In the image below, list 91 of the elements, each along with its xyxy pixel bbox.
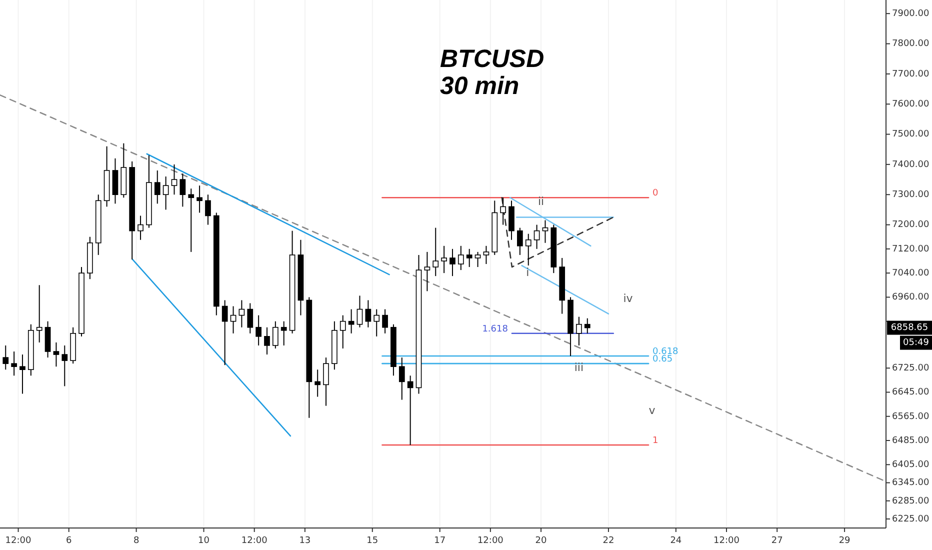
- candlestick: [483, 245, 490, 264]
- candlestick: [154, 170, 160, 204]
- text: 6858.65: [890, 323, 928, 334]
- x-tick-label: 12:00: [714, 536, 740, 546]
- candlestick: [180, 172, 186, 208]
- candlestick: [222, 300, 228, 366]
- text: 05:49: [903, 338, 930, 348]
- y-tick-label: 7800.00: [892, 39, 930, 50]
- candlestick: [424, 251, 430, 292]
- y-tick-label: 7200.00: [892, 220, 930, 230]
- candlestick: [534, 224, 540, 250]
- candlestick: [188, 188, 194, 252]
- candlestick: [247, 302, 254, 334]
- x-tick-label: 13: [299, 536, 311, 546]
- annotation: ii: [538, 195, 544, 208]
- candlestick: [138, 215, 144, 240]
- text: BTCUSD: [440, 45, 544, 73]
- y-tick-label: 7300.00: [892, 190, 930, 200]
- x-tick-label: 12:00: [5, 536, 32, 546]
- y-tick-label: 6960.00: [892, 292, 930, 303]
- candlestick: [171, 164, 178, 196]
- candlestick: [374, 308, 380, 337]
- candlestick: [432, 227, 439, 277]
- x-tick-label: 8: [133, 536, 140, 546]
- candlestick: [36, 284, 42, 343]
- y-tick-label: 6565.00: [892, 412, 930, 422]
- x-tick-label: 17: [434, 536, 446, 546]
- y-tick-label: 7040.00: [892, 268, 930, 279]
- y-tick-label: 7700.00: [892, 69, 930, 80]
- candlestick: [407, 375, 414, 446]
- candlestick: [441, 245, 447, 274]
- y-tick-label: 7900.00: [892, 9, 930, 20]
- candlestick: [474, 251, 481, 268]
- candlestick: [584, 318, 590, 334]
- y-tick-label: 6285.00: [892, 496, 930, 506]
- candlestick: [576, 316, 582, 346]
- candlestick: [256, 314, 262, 346]
- y-tick-label: 6225.00: [892, 514, 930, 524]
- x-tick-label: 12:00: [241, 536, 268, 546]
- x-tick-label: 20: [535, 536, 548, 546]
- x-tick-label: 6: [66, 536, 72, 546]
- candlestick: [365, 300, 372, 328]
- candlestick: [62, 344, 68, 387]
- annotation: iii: [574, 361, 584, 374]
- y-tick-label: 6345.00: [892, 478, 930, 488]
- x-tick-label: 12:00: [477, 536, 504, 546]
- candlestick: [238, 300, 245, 328]
- candlestick: [450, 248, 456, 277]
- text: 30 min: [440, 72, 520, 100]
- y-tick-label: 7400.00: [892, 160, 930, 170]
- series-label: 0: [652, 188, 659, 199]
- y-tick-label: 7600.00: [892, 100, 930, 110]
- annotation: iv: [623, 292, 634, 306]
- candlestick: [196, 185, 202, 214]
- candlestick: [272, 320, 278, 349]
- candlestick: [264, 326, 270, 356]
- x-tick-label: 15: [366, 536, 378, 546]
- candlestick: [314, 369, 321, 398]
- candlestick: [398, 357, 405, 400]
- candlestick: [162, 176, 169, 210]
- x-tick-label: 24: [670, 536, 682, 546]
- x-tick-label: 22: [602, 536, 614, 546]
- candlestick: [205, 194, 211, 226]
- x-tick-label: 29: [838, 536, 851, 546]
- candlestick: [382, 308, 388, 334]
- candlestick: [323, 357, 329, 406]
- annotation: v: [648, 404, 656, 418]
- y-tick-label: 7120.00: [892, 244, 930, 254]
- candlestick: [53, 342, 60, 368]
- x-tick-label: 27: [771, 536, 783, 546]
- candlestick: [230, 306, 236, 334]
- series-label: 1.618: [482, 324, 508, 334]
- candlestick: [525, 233, 532, 266]
- candlestick: [500, 197, 506, 226]
- candlestick: [466, 248, 472, 268]
- candlestick: [2, 344, 9, 370]
- y-tick-label: 6645.00: [892, 388, 930, 398]
- y-tick-label: 6405.00: [892, 460, 930, 470]
- y-tick-label: 7500.00: [892, 130, 930, 140]
- candlestick: [340, 314, 346, 349]
- y-tick-label: 6485.00: [892, 436, 930, 446]
- series-label: 1: [652, 436, 658, 446]
- candlestick: [517, 227, 523, 256]
- candlestick: [356, 295, 363, 328]
- x-tick-label: 10: [198, 536, 210, 546]
- y-tick-label: 6725.00: [892, 364, 930, 374]
- candlestick: [458, 245, 464, 271]
- annotation: i: [526, 266, 530, 280]
- candlestick: [280, 320, 287, 346]
- candlestick: [20, 354, 26, 394]
- candlestick: [11, 350, 17, 376]
